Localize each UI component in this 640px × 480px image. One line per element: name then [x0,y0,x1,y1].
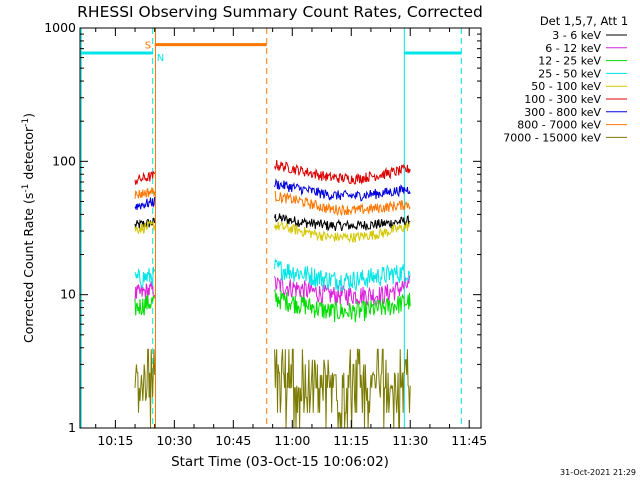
legend-label-6: 300 - 800 keV [524,106,601,119]
flag-label-n: N [157,53,164,64]
series-8-trace-2 [274,348,411,429]
y-tick-label-3: 1000 [44,20,76,35]
series-0 [134,213,411,232]
plot-area: SN [80,28,462,429]
x-tick-label-4: 11:15 [333,433,369,448]
x-tick-label-6: 11:45 [451,433,487,448]
series-5-trace-1 [134,170,156,185]
legend-label-1: 6 - 12 keV [545,42,601,55]
legend-label-4: 50 - 100 keV [531,80,601,93]
y-tick-label-0: 1 [68,420,76,435]
series-2-trace-2 [274,289,411,323]
legend-label-7: 800 - 7000 keV [517,119,601,132]
x-tick-label-2: 10:45 [215,433,251,448]
series-5-trace-2 [274,160,411,185]
legend-label-5: 100 - 300 keV [524,93,601,106]
x-tick-label-1: 10:30 [156,433,192,448]
series-3 [134,257,411,293]
series-1 [134,275,411,307]
legend-label-2: 12 - 25 keV [538,55,601,68]
legend-title: Det 1,5,7, Att 1 [540,14,628,28]
flag-label-s: S [145,41,151,52]
series-0-trace-1 [134,217,156,229]
series-6-trace-1 [134,196,156,211]
y-tick-label-2: 100 [52,153,76,168]
legend-label-8: 7000 - 15000 keV [503,131,601,144]
y-axis: 1 10 100 1000 [44,20,481,435]
series-8-trace-1 [134,348,156,429]
series-6 [134,178,411,211]
y-axis-label-main: Corrected Count Rate (s [21,193,36,343]
y-axis-label-end: ) [21,113,36,118]
x-axis-label: Start Time (03-Oct-15 10:06:02) [171,454,389,470]
y-axis-label-sup1: -1 [21,184,31,193]
series-4 [134,220,411,244]
series-6-trace-2 [274,178,411,202]
y-tick-label-1: 10 [60,287,76,302]
chart-title: RHESSI Observing Summary Count Rates, Co… [77,3,483,21]
series-3-trace-1 [134,266,156,288]
series-4-trace-1 [134,220,156,235]
footer-timestamp: 31-Oct-2021 21:29 [560,468,636,477]
x-axis: 10:15 10:30 10:45 11:00 11:15 11:30 11:45 [95,28,487,448]
plot-frame [79,27,482,429]
legend-label-0: 3 - 6 keV [552,29,601,42]
series-7 [134,187,411,217]
series-7-trace-1 [134,187,156,199]
y-axis-label: Corrected Count Rate (s-1 detector-1) [21,113,36,343]
y-axis-label-mid: detector [21,126,36,184]
series-7-trace-2 [274,190,411,217]
x-tick-label-3: 11:00 [274,433,310,448]
series-2-trace-1 [134,294,156,316]
series-4-trace-2 [274,221,411,244]
series-8 [134,348,411,429]
series-5 [134,160,411,185]
series-0-trace-2 [274,213,411,232]
series-2 [134,289,411,323]
series-3-trace-2 [274,257,411,293]
series-1-trace-2 [274,275,411,307]
series-1-trace-1 [134,281,156,302]
legend-label-3: 25 - 50 keV [538,67,601,80]
x-tick-label-5: 11:30 [392,433,428,448]
x-tick-label-0: 10:15 [97,433,133,448]
y-axis-label-sup2: -1 [21,118,31,127]
